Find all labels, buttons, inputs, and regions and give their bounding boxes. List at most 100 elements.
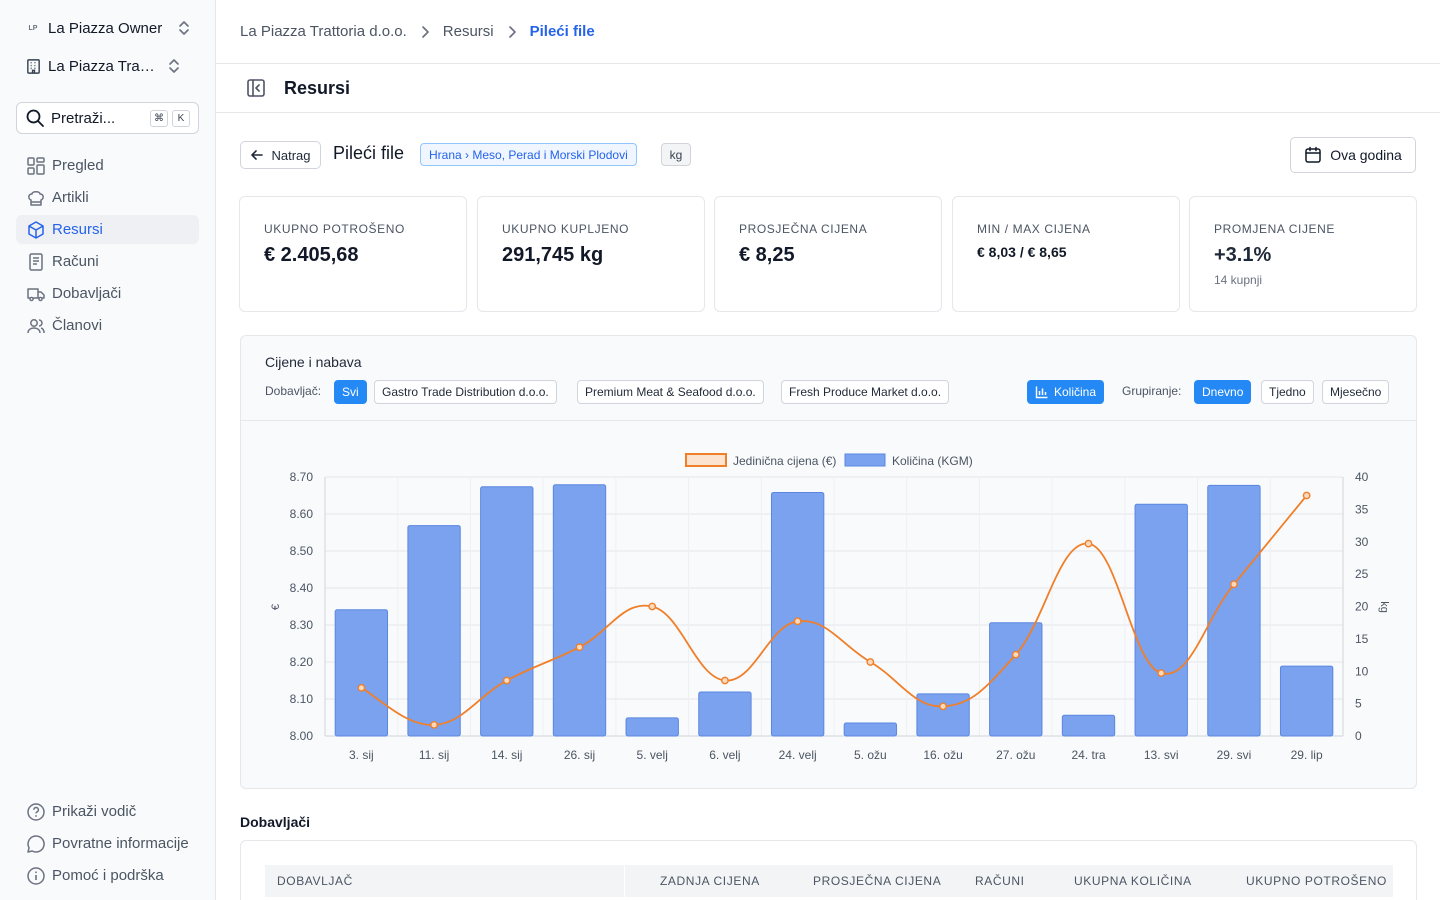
- chef-hat-icon: [28, 190, 44, 206]
- search-button[interactable]: Pretraži... ⌘ K: [16, 102, 199, 134]
- y-tick-label-left: 8.10: [290, 692, 314, 706]
- account-name: La Piazza Owner: [48, 19, 163, 37]
- column-header-last-price[interactable]: ZADNJA CIJENA: [660, 874, 760, 888]
- sidebar-toggle-icon[interactable]: [246, 78, 266, 98]
- sidebar-item-label: Pregled: [52, 157, 104, 174]
- breadcrumb-item-restaurant[interactable]: La Piazza Trattoria d.o.o.: [240, 23, 407, 40]
- sidebar-item-resursi[interactable]: Resursi: [16, 215, 199, 244]
- stat-card-min-max-price: MIN / MAX CIJENA € 8,03 / € 8,65: [952, 196, 1180, 312]
- y-tick-label-right: 20: [1355, 600, 1369, 614]
- page-header: Resursi: [216, 64, 1440, 113]
- stat-card-price-change: PROMJENA CIJENE +3.1% 14 kupnji: [1189, 196, 1417, 312]
- supplier-chip-all[interactable]: Svi: [334, 380, 367, 404]
- price-point: [648, 602, 657, 611]
- stat-card-total-bought: UKUPNO KUPLJENO 291,745 kg: [477, 196, 705, 312]
- grouping-label: Grupiranje:: [1122, 384, 1182, 398]
- calendar-icon: [1305, 146, 1321, 163]
- message-icon: [27, 834, 45, 853]
- bar: [989, 622, 1043, 737]
- grouping-monthly[interactable]: Mjesečno: [1322, 380, 1390, 404]
- metric-toggle-label: Količina: [1054, 385, 1097, 399]
- column-header-avg-price[interactable]: PROSJEČNA CIJENA: [813, 874, 942, 888]
- sidebar-item-support[interactable]: Pomoć i podrška: [16, 861, 199, 890]
- shortcut-mod-key: ⌘: [150, 109, 168, 127]
- sidebar-item-clanovi[interactable]: Članovi: [16, 311, 199, 340]
- bar: [698, 691, 752, 737]
- category-badge: Hrana › Meso, Perad i Morski Plodovi: [420, 143, 637, 166]
- stat-label: PROMJENA CIJENE: [1214, 222, 1336, 236]
- sidebar-item-artikli[interactable]: Artikli: [16, 183, 199, 212]
- price-point: [502, 676, 511, 685]
- account-switcher[interactable]: LP La Piazza Owner: [16, 12, 200, 44]
- price-point: [357, 683, 366, 692]
- price-point: [793, 617, 802, 626]
- grouping-weekly[interactable]: Tjedno: [1261, 380, 1314, 404]
- x-tick-label: 13. svi: [1144, 748, 1179, 762]
- restaurant-switcher[interactable]: La Piazza Trattoria d.o.o.: [16, 50, 200, 82]
- bar-chart-icon: [1035, 386, 1048, 399]
- search-label: Pretraži...: [51, 109, 116, 127]
- sidebar-item-label: Pomoć i podrška: [52, 867, 164, 884]
- breadcrumb-item-resursi[interactable]: Resursi: [442, 23, 494, 40]
- y-tick-label-right: 35: [1355, 502, 1369, 516]
- column-header-supplier[interactable]: DOBAVLJAČ: [277, 874, 353, 888]
- search-icon: [26, 109, 44, 127]
- avatar-initials: LP: [28, 24, 38, 32]
- sidebar-item-label: Resursi: [52, 221, 103, 238]
- bar: [552, 484, 607, 737]
- users-icon: [27, 318, 45, 333]
- chevron-right-icon: [421, 25, 429, 38]
- chevron-up-down-icon: [169, 59, 179, 73]
- y-axis-label-left: €: [270, 604, 282, 610]
- supplier-chip-fresh-produce[interactable]: Fresh Produce Market d.o.o.: [781, 380, 950, 404]
- grouping-daily[interactable]: Dnevno: [1194, 380, 1252, 404]
- legend-swatch-price: [685, 453, 727, 467]
- sidebar-item-racuni[interactable]: Računi: [16, 247, 199, 276]
- supplier-chip-premium-meat[interactable]: Premium Meat & Seafood d.o.o.: [577, 380, 764, 404]
- building-icon: [24, 57, 42, 75]
- column-header-total-spent[interactable]: UKUPNO POTROŠENO: [1246, 874, 1387, 888]
- sidebar-item-label: Članovi: [52, 317, 103, 334]
- chevron-right-icon: [508, 25, 516, 38]
- stat-label: UKUPNO POTROŠENO: [264, 222, 405, 236]
- box-icon: [28, 220, 44, 239]
- price-point: [866, 658, 875, 666]
- suppliers-table: DOBAVLJAČ ZADNJA CIJENA PROSJEČNA CIJENA…: [240, 840, 1417, 900]
- sidebar-item-pregled[interactable]: Pregled: [16, 151, 199, 180]
- supplier-chip-gastro-trade[interactable]: Gastro Trade Distribution d.o.o.: [374, 380, 557, 404]
- sidebar-item-dobavljaci[interactable]: Dobavljači: [16, 279, 199, 308]
- bar: [843, 722, 898, 737]
- y-tick-label-right: 10: [1355, 664, 1369, 678]
- column-header-total-quantity[interactable]: UKUPNA KOLIČINA: [1074, 874, 1192, 888]
- y-tick-label-left: 8.60: [290, 507, 314, 521]
- x-tick-label: 5. velj: [637, 748, 668, 762]
- y-tick-label-right: 15: [1355, 632, 1369, 646]
- stat-label: PROSJEČNA CIJENA: [739, 222, 868, 236]
- price-point: [939, 702, 947, 711]
- price-point: [430, 720, 438, 729]
- y-tick-label-right: 0: [1355, 729, 1362, 743]
- arrow-left-icon: [251, 150, 264, 160]
- chevron-up-down-icon: [179, 21, 189, 35]
- legend-label-quantity: Količina (KGM): [892, 454, 973, 468]
- stat-value: € 2.405,68: [264, 244, 359, 266]
- sidebar-item-label: Artikli: [52, 189, 89, 206]
- column-header-invoices[interactable]: RAČUNI: [975, 874, 1025, 888]
- price-point: [575, 643, 584, 652]
- bar: [480, 486, 534, 737]
- period-select-button[interactable]: Ova godina: [1290, 137, 1416, 173]
- sidebar-item-guide[interactable]: Prikaži vodič: [16, 797, 199, 826]
- sidebar-item-feedback[interactable]: Povratne informacije: [16, 829, 199, 858]
- y-tick-label-right: 40: [1355, 470, 1369, 484]
- back-button[interactable]: Natrag: [240, 141, 321, 169]
- bar: [916, 693, 970, 737]
- breadcrumb-item-current: Pileći file: [529, 23, 595, 40]
- y-tick-label-right: 25: [1355, 567, 1369, 581]
- product-title: Pileći file: [333, 143, 405, 163]
- metric-toggle-quantity[interactable]: Količina: [1027, 380, 1105, 404]
- x-tick-label: 6. velj: [709, 748, 740, 762]
- y-tick-label-left: 8.40: [290, 581, 314, 595]
- y-tick-label-left: 8.30: [290, 618, 314, 632]
- y-tick-label-right: 30: [1355, 535, 1369, 549]
- chart-divider: [241, 420, 1416, 421]
